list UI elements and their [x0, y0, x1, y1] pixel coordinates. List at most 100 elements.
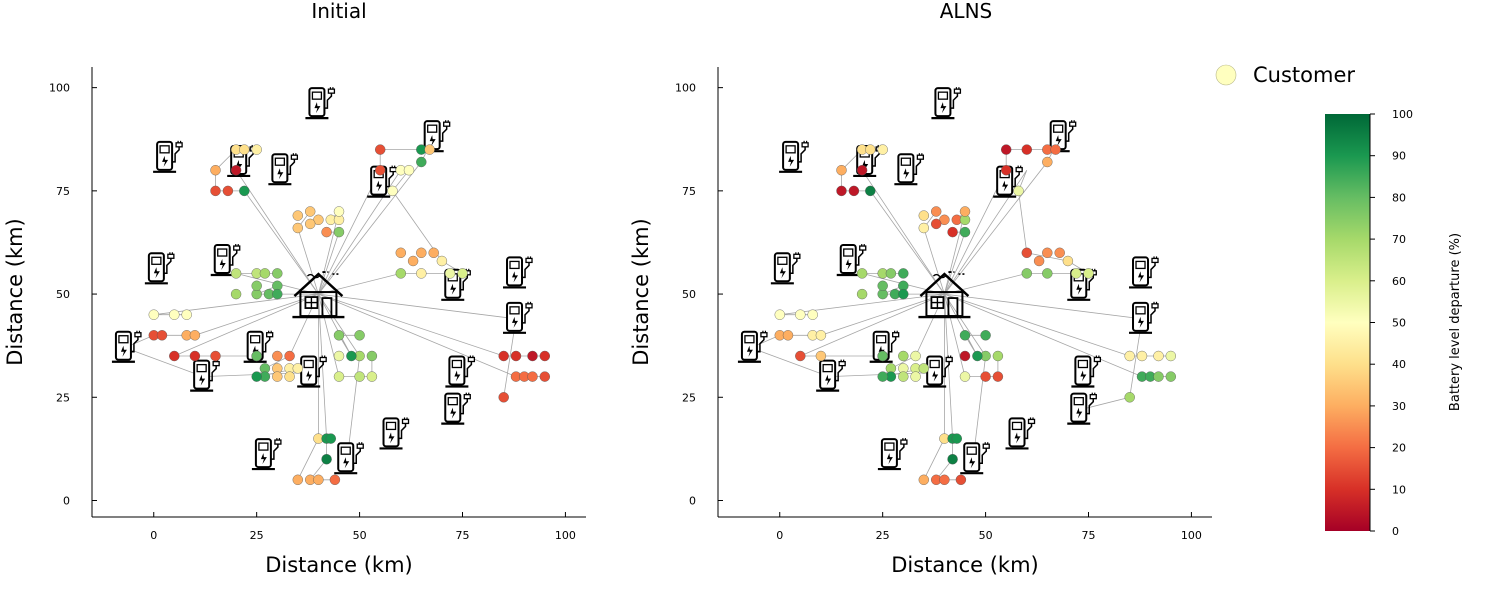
y-tick-label: 100	[49, 82, 70, 95]
customer-point	[1153, 350, 1164, 362]
charging-station-icon	[503, 256, 533, 289]
charging-station-icon	[960, 442, 990, 475]
colorbar-gradient	[1325, 114, 1370, 531]
x-tick-label: 25	[876, 529, 890, 542]
customer-point	[284, 350, 295, 362]
x-tick-label: 25	[250, 529, 264, 542]
charging-station-icon	[445, 355, 476, 388]
customer-point	[1136, 350, 1148, 362]
customer-point	[1042, 268, 1053, 279]
legend-customer-marker	[1215, 64, 1237, 86]
charging-station-icon	[251, 438, 282, 471]
customer-point	[918, 222, 929, 234]
customer-point	[947, 226, 958, 238]
customer-point	[1165, 350, 1177, 362]
charging-station-icon	[111, 330, 142, 363]
route-line	[944, 272, 1077, 295]
route-line	[318, 293, 360, 357]
customer-point	[259, 268, 271, 279]
charging-station-icon	[931, 87, 962, 120]
customer-point	[959, 206, 971, 217]
customer-point	[395, 268, 406, 279]
customer-point	[292, 210, 303, 221]
customer-point	[877, 371, 888, 382]
customer-point	[1021, 144, 1033, 155]
charging-station-icon	[779, 140, 809, 173]
customer-point	[416, 156, 427, 168]
customer-point	[1042, 156, 1053, 168]
customer-point	[836, 164, 847, 176]
y-tick-label: 75	[56, 185, 70, 198]
customer-point	[313, 474, 324, 485]
colorbar-tick-label: 100	[1392, 108, 1413, 121]
customer-point	[272, 350, 283, 362]
charging-station-icon	[268, 153, 299, 186]
customer-point	[1013, 185, 1024, 197]
x-tick-label: 75	[456, 529, 470, 542]
customer-point	[931, 218, 942, 230]
customer-point	[498, 392, 509, 403]
customer-point	[239, 185, 250, 197]
customer-point	[865, 185, 876, 197]
customer-point	[251, 144, 262, 155]
customer-point	[1070, 268, 1082, 279]
customer-point	[910, 371, 921, 382]
customer-point	[156, 330, 168, 341]
customer-point	[366, 371, 378, 382]
colorbar-tick-label: 60	[1392, 275, 1406, 288]
charging-station-icon	[305, 87, 336, 120]
colorbar-label: Battery level departure (%)	[1448, 233, 1463, 411]
customer-point	[403, 164, 415, 176]
customer-point	[1042, 247, 1053, 259]
charging-station-icon	[836, 244, 867, 277]
customer-point	[931, 206, 942, 217]
customer-point	[1021, 268, 1033, 279]
customer-point	[527, 371, 538, 382]
charging-station-icon	[1129, 301, 1159, 334]
colorbar-tick-label: 90	[1392, 150, 1406, 163]
customer-point	[856, 268, 868, 279]
customer-point	[169, 350, 180, 362]
customer-point	[877, 280, 888, 291]
customer-point	[375, 164, 386, 176]
x-axis-label: Distance (km)	[265, 553, 413, 577]
customer-point	[885, 268, 897, 279]
customer-point	[148, 309, 160, 320]
y-tick-label: 25	[56, 391, 70, 404]
customer-point	[416, 268, 427, 279]
y-tick-label: 0	[689, 494, 696, 507]
customer-point	[836, 185, 847, 197]
customer-point	[992, 371, 1004, 382]
customer-point	[272, 371, 283, 382]
customer-point	[354, 330, 365, 341]
charging-station-icon	[210, 244, 241, 277]
customer-point	[980, 371, 991, 382]
customer-point	[527, 350, 538, 362]
customer-point	[1124, 350, 1135, 362]
customer-point	[210, 350, 221, 362]
charging-station-icon	[770, 252, 801, 285]
charging-station-icon	[877, 438, 908, 471]
charging-station-icon	[190, 359, 220, 392]
customer-point	[251, 280, 262, 291]
customer-point	[292, 222, 303, 234]
customer-point	[181, 309, 192, 320]
x-tick-label: 75	[1082, 529, 1096, 542]
colorbar: 0 10 20 30 40 50 60 70 80 90 100 Battery level dep…	[1325, 108, 1463, 538]
route-line	[318, 272, 451, 295]
customer-point	[239, 144, 250, 155]
customer-point	[292, 363, 303, 374]
customer-point	[539, 371, 550, 382]
customer-point	[865, 144, 876, 155]
charging-station-icon	[503, 301, 533, 334]
customer-point	[354, 371, 365, 382]
customer-point	[169, 309, 180, 320]
customer-point	[321, 226, 332, 238]
legend-customer-label: Customer	[1253, 63, 1355, 87]
route-line	[800, 293, 945, 357]
charging-station-icon	[737, 330, 768, 363]
x-tick-label: 50	[979, 529, 993, 542]
customer-point	[333, 226, 345, 238]
customer-point	[815, 330, 827, 341]
customer-point	[333, 350, 345, 362]
